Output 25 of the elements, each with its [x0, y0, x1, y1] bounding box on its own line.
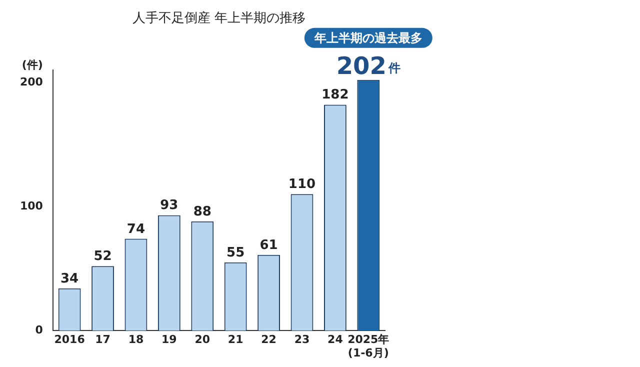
y-axis-title: (件)	[22, 58, 43, 72]
x-tick-label: 20	[194, 333, 210, 346]
data-label: 93	[160, 198, 178, 214]
x-tick-label: 2016	[54, 333, 86, 346]
x-tick-label: 2025年 (1-6月)	[348, 333, 390, 360]
data-label: 182	[322, 88, 349, 103]
data-label: 55	[226, 245, 245, 260]
x-tick-label: 24	[328, 333, 344, 346]
x-tick-label: 17	[95, 333, 110, 346]
y-tick-label: 0	[35, 323, 44, 336]
data-label: 34	[60, 271, 79, 286]
data-label: 110	[288, 177, 316, 192]
x-tick-label: 21	[228, 333, 244, 346]
y-tick-label: 100	[20, 199, 44, 212]
data-label: 88	[193, 204, 212, 220]
chart-title: 人手不足倒産 年上半期の推移	[132, 10, 306, 26]
x-tick-label: 22	[261, 333, 276, 346]
data-label: 74	[126, 222, 146, 237]
data-label: 61	[260, 238, 278, 253]
annotation: 年上半期の過去最多	[313, 31, 422, 46]
x-tick-label: 19	[162, 333, 177, 346]
y-tick-label: 200	[20, 75, 44, 88]
x-tick-label: 18	[128, 333, 144, 346]
x-tick-label: 23	[294, 333, 310, 346]
data-label: 52	[94, 249, 112, 264]
